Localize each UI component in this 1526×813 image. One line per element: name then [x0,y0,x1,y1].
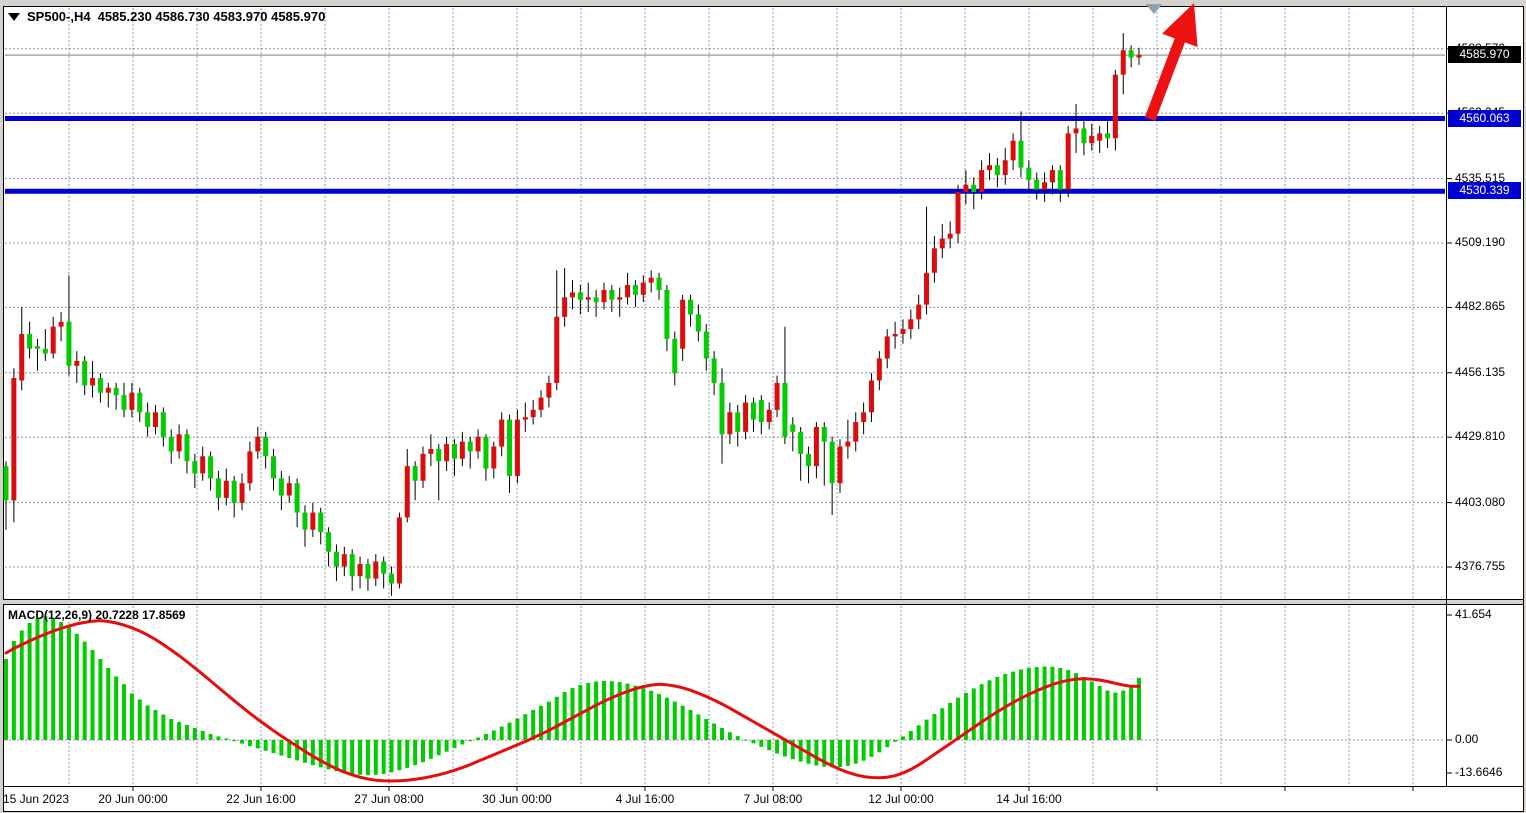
chart-title: SP500-,H4 4585.230 4586.730 4583.970 458… [8,9,325,24]
candlestick-series [3,33,1142,596]
time-tick-label: 12 Jul 00:00 [868,792,934,806]
price-tick-label: 4509.190 [1455,235,1506,249]
trend-up-arrow-icon[interactable] [1144,3,1198,121]
macd-tick-label: -13.6646 [1455,765,1503,779]
time-tick-label: 20 Jun 00:00 [98,792,168,806]
support-price-box: 4530.339 [1448,182,1521,200]
time-tick-label: 7 Jul 08:00 [743,792,803,806]
time-tick-label: 30 Jun 00:00 [482,792,552,806]
macd-tick-label: 0.00 [1455,732,1479,746]
gridlines [5,8,1445,785]
current-price-box: 4585.970 [1448,46,1521,64]
pane-separator[interactable] [3,599,1523,605]
price-tick-label: 4403.080 [1455,494,1506,509]
support-resistance-lines[interactable] [5,116,1445,194]
price-tick-label: 4456.135 [1455,364,1506,379]
price-tick-label: 4376.755 [1455,559,1506,573]
price-tick-label: 4535.515 [1455,170,1506,185]
symbol-period-label: SP500-,H4 [27,9,91,24]
macd-name: MACD(12,26,9) [8,608,93,622]
title-ohlc-values: 4585.230 4586.730 4583.970 4585.970 [97,9,326,24]
time-tick-label: 14 Jul 16:00 [996,792,1062,806]
time-axis-border [3,786,1523,787]
resistance-price-box: 4560.063 [1448,109,1521,127]
price-axis-border [1446,7,1447,786]
macd-histogram [4,616,1141,776]
price-tick-label: 4482.865 [1455,299,1506,314]
time-tick-label: 4 Jul 16:00 [615,792,675,806]
price-tick-label: 4429.810 [1455,429,1506,444]
macd-indicator-label: MACD(12,26,9) 20.7228 17.8569 [8,608,185,622]
time-tick-label: 27 Jun 08:00 [354,792,424,806]
macd-signal-line [4,619,1141,783]
time-tick-label: 22 Jun 16:00 [226,792,296,806]
macd-values: 20.7228 17.8569 [95,608,186,622]
gray-triangle-marker-icon[interactable] [1145,4,1163,14]
symbol-dropdown-icon[interactable] [8,12,20,21]
time-tick-label: 15 Jun 2023 [3,792,70,806]
macd-tick-label: 41.654 [1455,607,1492,622]
